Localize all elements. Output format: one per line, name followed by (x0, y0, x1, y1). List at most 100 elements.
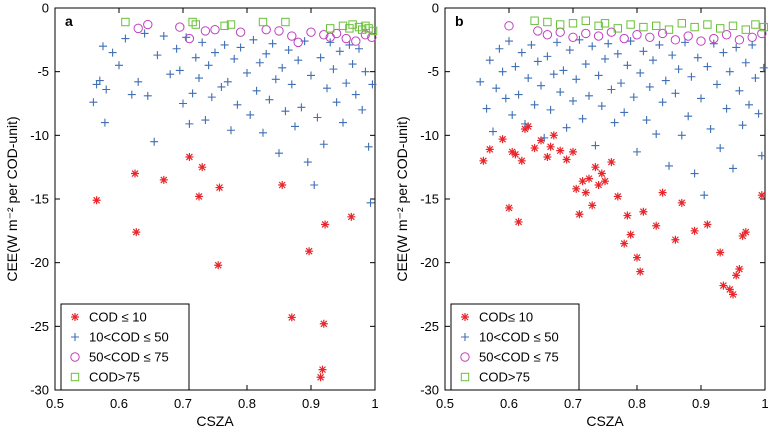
x-axis-label: CSZA (586, 413, 624, 429)
legend-box (450, 303, 580, 391)
data-point (185, 152, 194, 161)
data-point (613, 192, 622, 201)
data-point (725, 285, 734, 294)
data-point (307, 71, 315, 80)
data-point (537, 136, 545, 145)
data-point (348, 20, 357, 29)
data-point (642, 116, 651, 125)
data-point (319, 319, 328, 328)
data-point (759, 63, 768, 72)
data-point (345, 40, 354, 49)
data-point (485, 145, 494, 154)
data-point (281, 107, 290, 116)
data-point (741, 25, 750, 34)
data-point (95, 76, 104, 85)
data-point (246, 110, 255, 119)
x-tick-label: 0.8 (238, 396, 256, 411)
panel-label: b (455, 13, 464, 29)
data-point (284, 46, 293, 55)
data-point (549, 70, 558, 79)
series-2 (89, 29, 377, 207)
data-point (632, 30, 642, 40)
data-point (613, 49, 622, 58)
data-point (585, 174, 593, 183)
y-tick-label: -25 (30, 319, 49, 334)
data-point (533, 57, 542, 66)
data-point (578, 114, 587, 123)
data-point (542, 30, 553, 40)
data-point (569, 147, 577, 156)
legend-marker (71, 333, 79, 341)
legend-marker (71, 313, 79, 321)
data-point (556, 146, 565, 155)
data-point (757, 151, 766, 160)
legend-marker (70, 352, 80, 362)
data-point (185, 119, 194, 128)
data-point (179, 99, 187, 108)
legend-label: 50<COD ≤ 75 (479, 350, 559, 365)
data-point (261, 24, 271, 35)
data-point (204, 61, 213, 70)
data-point (597, 169, 606, 178)
y-tick-label: -5 (427, 64, 439, 79)
data-point (588, 201, 597, 210)
data-point (159, 32, 168, 41)
data-point (355, 44, 363, 53)
data-point (321, 220, 330, 229)
data-point (303, 158, 312, 167)
data-point (505, 203, 513, 212)
data-point (127, 90, 136, 99)
data-point (339, 118, 347, 127)
data-point (555, 27, 565, 37)
data-point (735, 265, 744, 274)
data-point (217, 82, 226, 91)
data-point (332, 98, 341, 107)
data-point (690, 22, 699, 32)
data-point (655, 40, 664, 49)
data-point (721, 30, 732, 40)
data-point (175, 66, 184, 75)
data-point (131, 169, 139, 178)
panel-a: 0.5 0.6 0.7 0.8 0.9 1 0 -5 -10 -15 -20 -25 -30 CSZA CE… (4, 1, 379, 430)
data-point (265, 95, 274, 104)
y-tick-label: -20 (30, 255, 49, 270)
data-point (748, 40, 757, 49)
data-point (725, 67, 734, 76)
data-point (236, 43, 245, 52)
data-point (600, 19, 610, 28)
series-1 (92, 152, 356, 382)
data-point (326, 38, 335, 47)
data-point (572, 75, 581, 84)
data-point (351, 90, 360, 99)
data-point (188, 89, 197, 98)
data-point (581, 28, 591, 39)
data-point (652, 21, 661, 31)
data-point (271, 75, 280, 84)
data-point (517, 156, 526, 165)
data-point (501, 94, 510, 103)
data-point (287, 313, 296, 322)
data-point (258, 17, 268, 27)
data-point (226, 20, 236, 29)
data-point (102, 85, 111, 94)
data-point (556, 88, 565, 97)
y-tick-label: -25 (420, 319, 439, 334)
data-point (150, 137, 159, 146)
data-point (732, 271, 741, 280)
legend-marker (70, 372, 80, 382)
data-point (215, 183, 224, 192)
data-point (709, 33, 719, 44)
data-point (713, 80, 721, 89)
data-point (364, 24, 373, 33)
data-point (361, 21, 370, 31)
data-point (754, 109, 763, 118)
data-point (645, 82, 654, 91)
data-point (728, 21, 738, 31)
data-point (200, 26, 211, 36)
data-point (115, 61, 123, 70)
data-point (259, 128, 267, 137)
data-point (683, 31, 693, 41)
data-point (485, 56, 494, 65)
series-1 (479, 122, 766, 299)
y-tick-label: -15 (420, 192, 439, 207)
